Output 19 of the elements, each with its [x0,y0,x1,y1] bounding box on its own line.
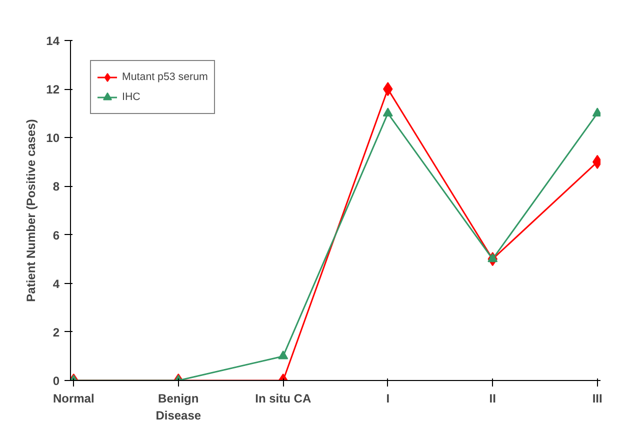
x-tick-label: III [592,392,602,406]
y-tick-label: 4 [52,276,60,291]
legend-label: Mutant p53 serum [122,71,208,83]
point [382,108,393,116]
y-tick-label: 8 [52,180,60,194]
y-tick-label: 14 [46,34,60,48]
x-tick-label: I [386,392,390,406]
y-tick-label: 12 [46,82,60,97]
y-tick-label: 2 [52,325,60,340]
y-axis-title: Patient Number (Positive cases) [24,119,38,302]
x-tick-label: II [489,392,496,406]
x-tick-label: Normal [52,392,94,406]
x-tick-label: Benign Disease [156,392,202,422]
y-tick-label: 10 [46,131,60,146]
y-tick-label: 0 [52,374,60,388]
point [488,253,498,262]
y-tick-label: 6 [52,228,60,242]
legend-label: IHC [122,91,142,103]
x-tick-label: In situ CA [255,392,312,406]
